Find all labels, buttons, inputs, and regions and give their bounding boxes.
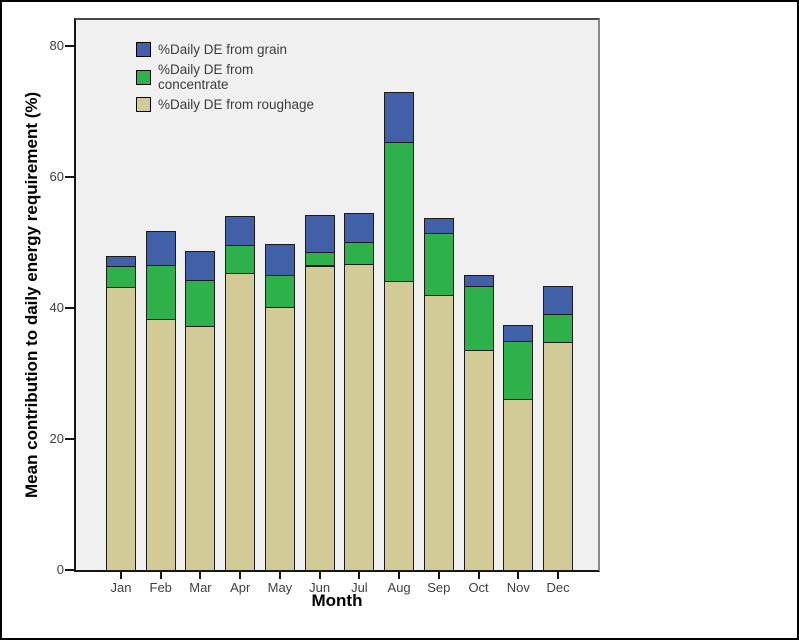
bar-segment-jan [106, 256, 136, 267]
bar-segment-feb [145, 319, 176, 571]
bar-segment-apr [225, 273, 256, 571]
y-tick-label: 0 [56, 562, 64, 577]
y-tick-label: 60 [49, 169, 64, 185]
bar-segment-mar [185, 326, 216, 571]
x-tick-label: Jun [309, 580, 331, 595]
y-tick-mark [65, 45, 74, 48]
legend-swatch-icon [136, 42, 151, 58]
bar-segment-oct [463, 275, 494, 287]
x-tick-mark [517, 572, 520, 579]
bar-segment-jun [304, 252, 335, 266]
legend-label: %Daily DE from concentrate [158, 62, 254, 93]
bar-segment-nov [503, 325, 534, 342]
x-tick-label: Jan [110, 580, 132, 595]
y-tick-mark [65, 569, 74, 571]
bar-segment-apr [225, 216, 256, 246]
bar-segment-feb [145, 265, 176, 320]
bar-segment-aug [384, 142, 415, 282]
x-tick-label: Sep [427, 580, 451, 595]
x-tick-label: Aug [387, 580, 411, 595]
bar-segment-jun [304, 215, 335, 253]
bar-segment-dec [543, 286, 574, 315]
bar-segment-dec [543, 314, 574, 343]
legend-swatch-icon [136, 97, 151, 113]
x-tick-mark [358, 572, 361, 579]
y-tick-mark [65, 176, 74, 179]
bar-segment-mar [185, 251, 216, 281]
x-tick-label: May [267, 580, 293, 595]
x-tick-label: Nov [506, 580, 530, 595]
legend-item: %Daily DE from roughage [136, 97, 315, 113]
bar-segment-may [264, 275, 295, 308]
bar-segment-mar [185, 280, 216, 327]
x-tick-mark [120, 572, 122, 579]
x-tick-mark [557, 572, 560, 579]
bar-segment-sep [423, 233, 454, 296]
y-tick-mark [65, 307, 74, 310]
x-tick-label: Oct [468, 580, 489, 595]
x-tick-mark [477, 572, 480, 579]
y-tick-label: 80 [49, 38, 64, 54]
legend-swatch-icon [136, 69, 151, 85]
legend-item: %Daily DE from concentrate [136, 62, 314, 92]
legend-label: %Daily DE from roughage [158, 97, 315, 113]
x-tick-label: Jul [351, 580, 368, 595]
x-tick-label: Dec [546, 580, 570, 595]
legend: %Daily DE from grain %Daily DE from conce… [136, 42, 315, 113]
bar-segment-jul [344, 264, 375, 571]
x-tick-mark [278, 572, 281, 579]
bar-segment-oct [463, 350, 494, 571]
bar-segment-jan [106, 266, 136, 288]
legend-label: %Daily DE from grain [158, 42, 288, 57]
bar-segment-may [264, 244, 295, 276]
bar-segment-sep [423, 218, 454, 234]
bar-segment-aug [384, 281, 415, 571]
x-tick-mark [199, 572, 202, 579]
x-tick-mark [159, 572, 162, 579]
bar-segment-jan [106, 286, 136, 571]
bar-segment-apr [225, 245, 256, 274]
bar-segment-jul [344, 213, 375, 243]
x-tick-mark [318, 572, 321, 579]
legend-item: %Daily DE from grain [136, 42, 314, 58]
x-tick-mark [239, 572, 242, 579]
bar-segment-may [264, 307, 295, 571]
y-axis-title: Mean contribution to daily energy requir… [22, 91, 41, 499]
bar-segment-aug [384, 92, 415, 143]
x-tick-mark [398, 572, 401, 579]
bar-segment-oct [463, 286, 494, 351]
x-tick-label: Feb [149, 580, 172, 595]
y-tick-mark [65, 438, 74, 441]
bar-segment-nov [503, 341, 534, 400]
y-tick-label: 40 [49, 300, 64, 316]
y-tick-label: 20 [49, 431, 64, 447]
bar-segment-dec [543, 342, 574, 571]
x-tick-label: Mar [189, 580, 212, 595]
bar-segment-jun [304, 266, 335, 571]
x-tick-label: Apr [230, 580, 251, 595]
bar-segment-sep [423, 295, 454, 571]
bar-segment-nov [503, 398, 534, 571]
bar-segment-feb [145, 231, 176, 266]
x-tick-mark [437, 572, 440, 579]
x-axis-title: Month [311, 591, 363, 610]
bar-segment-jul [344, 242, 375, 265]
